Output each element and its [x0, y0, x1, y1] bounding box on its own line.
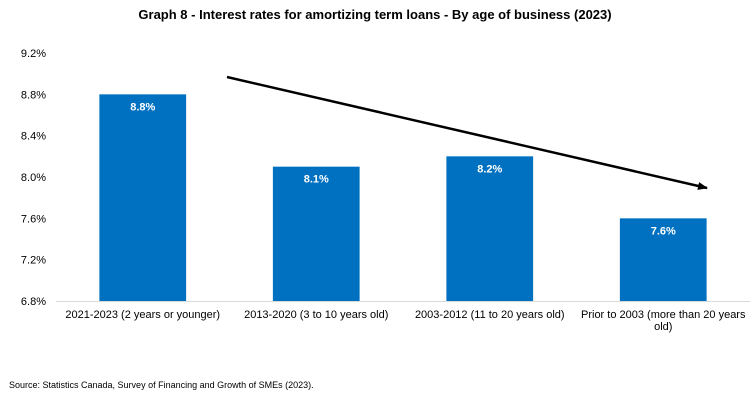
data-label: 7.6% [651, 225, 676, 237]
category-label: 2021-2023 (2 years or younger) [65, 309, 220, 321]
y-tick-label: 7.6% [21, 213, 46, 225]
y-tick-label: 8.8% [21, 89, 46, 101]
chart-title: Graph 8 - Interest rates for amortizing … [138, 7, 611, 22]
data-label: 8.8% [130, 101, 155, 113]
category-label: Prior to 2003 (more than 20 years [581, 309, 746, 321]
bars: 8.8% 8.1% 8.2% 7.6% [99, 94, 707, 301]
category-label: 2003-2012 (11 to 20 years old) [415, 309, 565, 321]
source-note: Source: Statistics Canada, Survey of Fin… [9, 380, 314, 390]
bar [446, 156, 534, 301]
trend-arrow [226, 75, 708, 190]
category-label: old) [654, 321, 672, 333]
bar [99, 94, 187, 301]
category-label: 2013-2020 (3 to 10 years old) [244, 309, 388, 321]
y-axis: 6.8% 7.2% 7.6% 8.0% 8.4% 8.8% 9.2% [21, 48, 46, 308]
bar [272, 166, 360, 301]
y-tick-label: 7.2% [21, 255, 46, 267]
y-tick-label: 8.4% [21, 131, 46, 143]
trend-arrow-line [226, 75, 708, 190]
y-tick-label: 6.8% [21, 296, 46, 308]
y-tick-label: 9.2% [21, 48, 46, 60]
bar [619, 218, 707, 301]
y-tick-label: 8.0% [21, 172, 46, 184]
x-axis: 2021-2023 (2 years or younger) 2013-2020 … [56, 301, 750, 333]
data-label: 8.1% [304, 174, 329, 186]
data-label: 8.2% [477, 163, 502, 175]
